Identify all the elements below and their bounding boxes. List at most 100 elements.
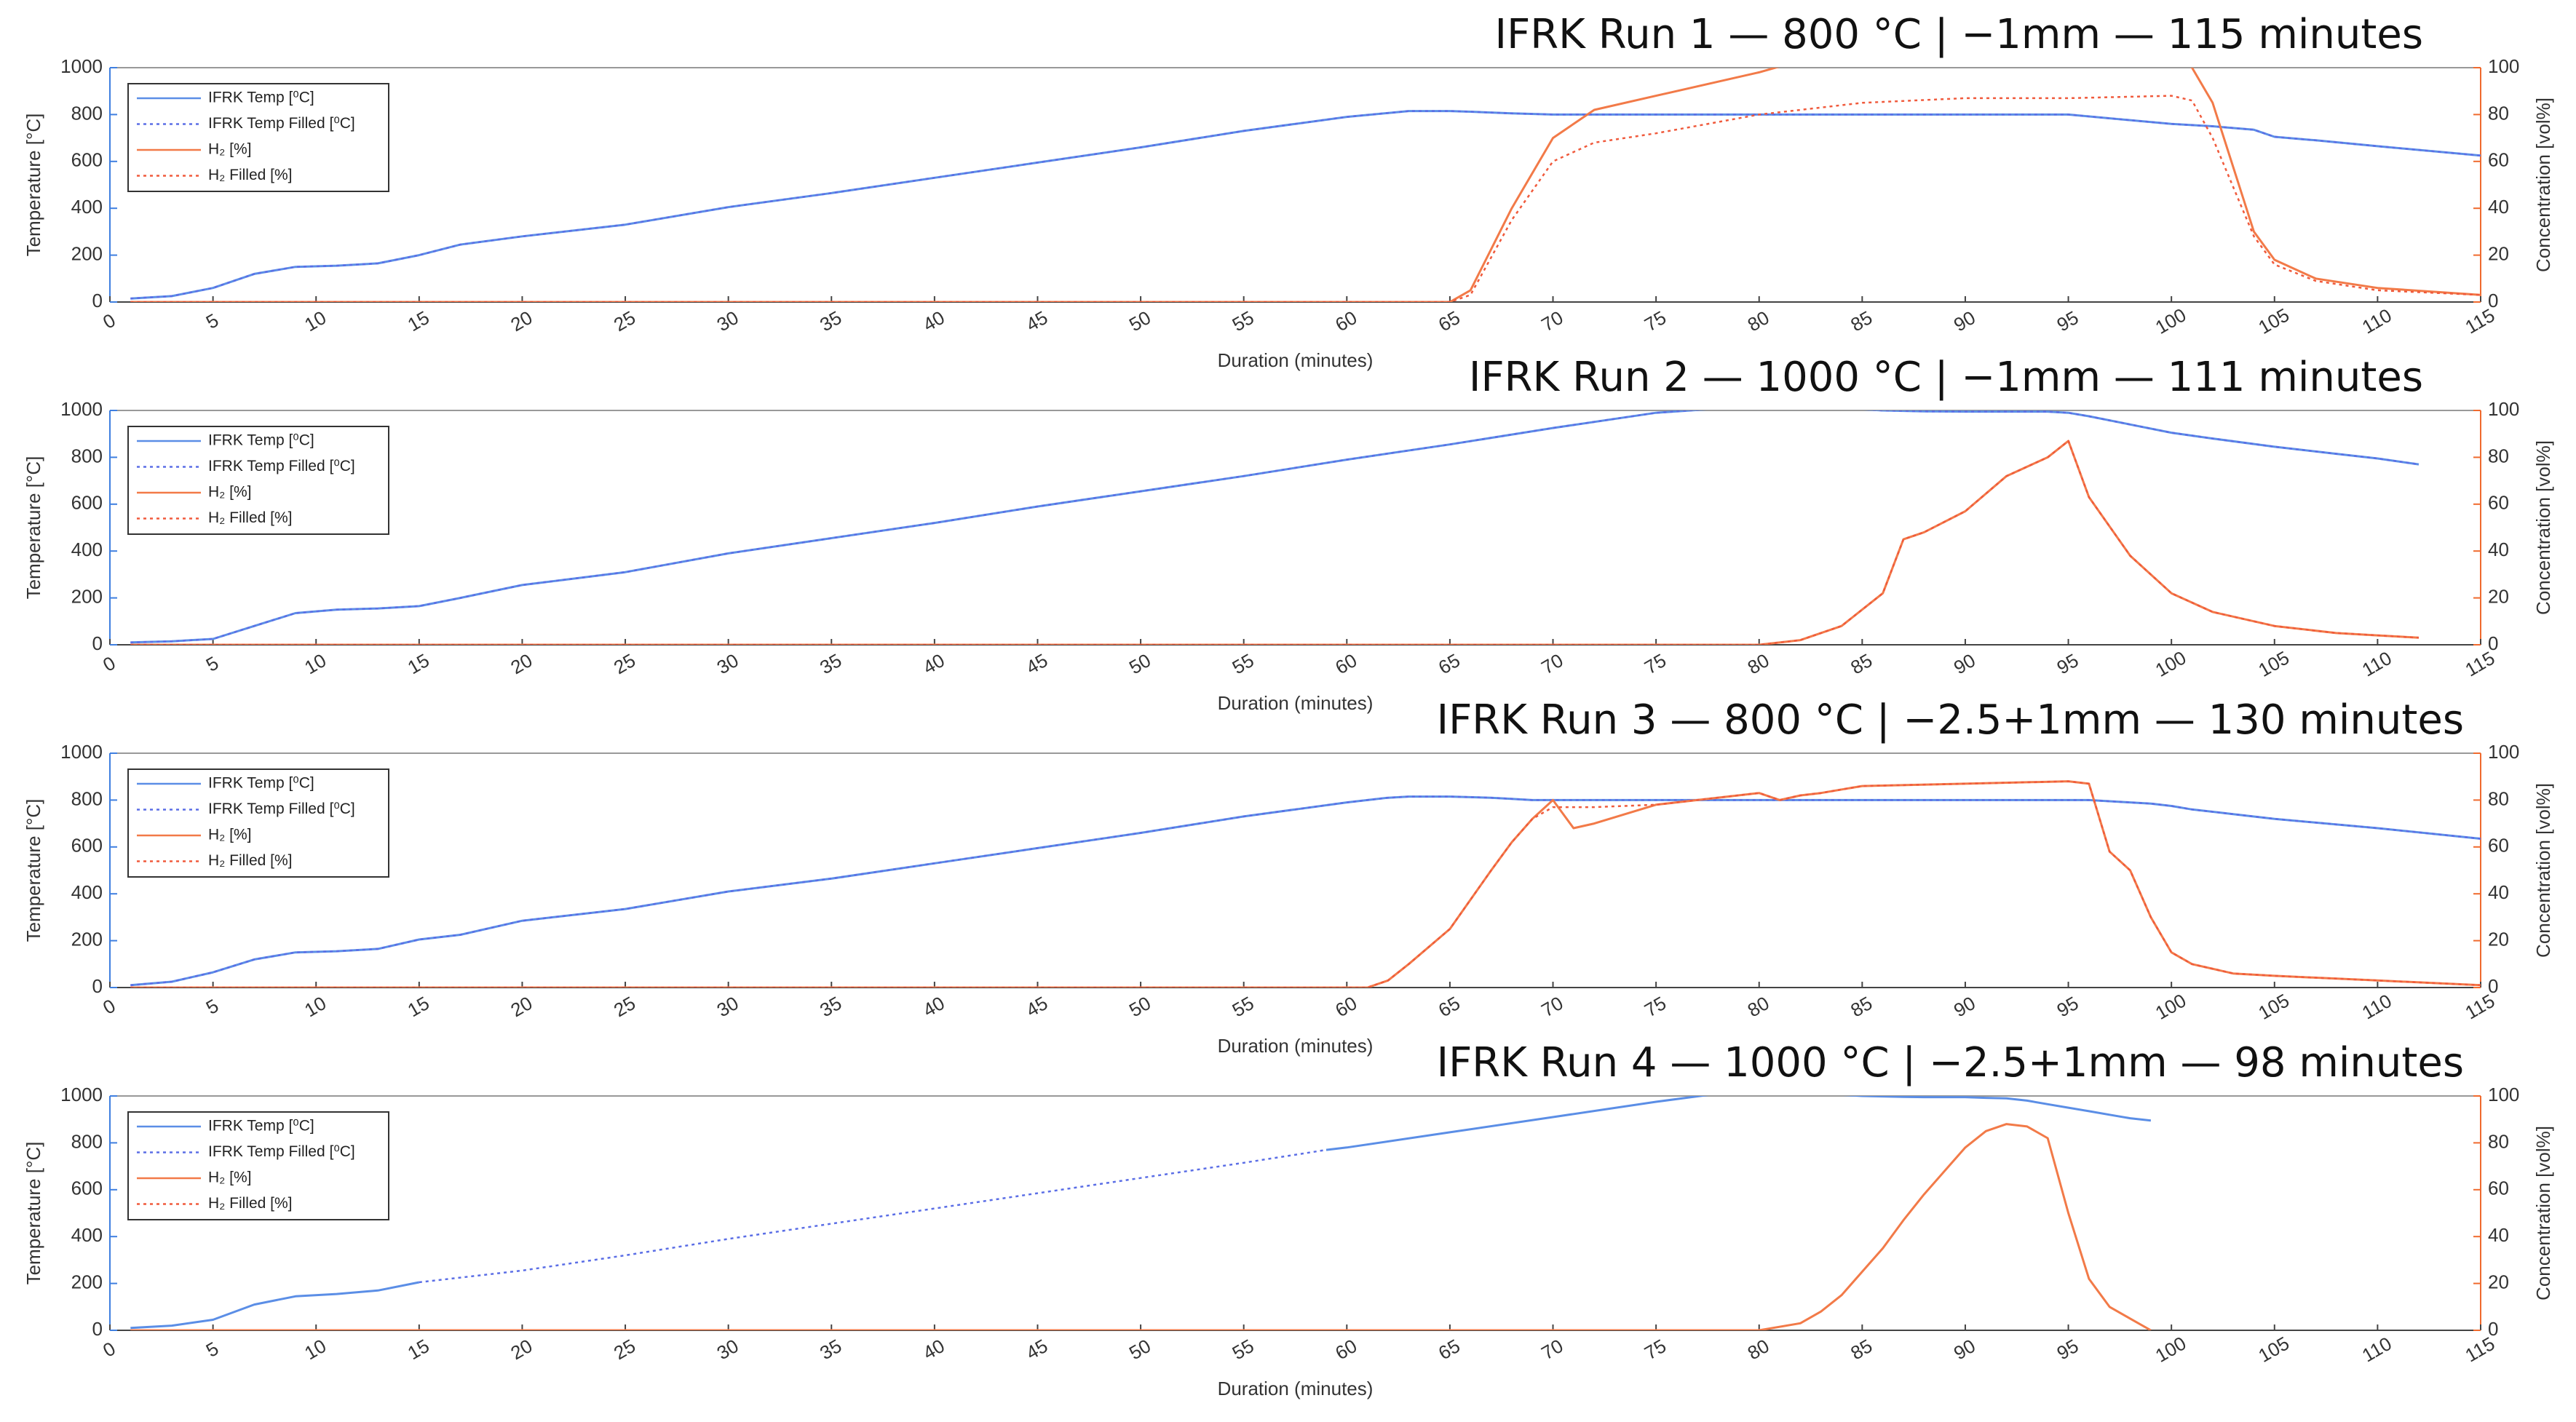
x-axis-label: Duration (minutes): [1218, 1378, 1374, 1399]
y2-tick-label: 80: [2488, 1130, 2509, 1152]
y-tick-label: 800: [71, 102, 103, 124]
x-tick-label: 25: [610, 992, 639, 1021]
chart-title: IFRK Run 3 — 800 °C | −2.5+1mm — 130 min…: [1437, 696, 2464, 744]
chart-title: IFRK Run 4 — 1000 °C | −2.5+1mm — 98 min…: [1437, 1039, 2464, 1087]
x-tick-label: 30: [713, 1335, 742, 1364]
y2-tick-label: 20: [2488, 585, 2509, 607]
x-tick-label: 75: [1641, 306, 1670, 335]
x-tick-label: 100: [2152, 989, 2190, 1024]
series-line: [130, 110, 2481, 300]
panel: IFRK Run 3 — 800 °C | −2.5+1mm — 130 min…: [23, 696, 2554, 1057]
x-tick-label: 25: [610, 649, 639, 678]
y2-tick-label: 40: [2488, 881, 2509, 903]
y-tick-label: 200: [71, 585, 103, 607]
x-tick-label: 15: [404, 992, 433, 1021]
x-tick-label: 75: [1641, 649, 1670, 678]
y2-tick-label: 20: [2488, 928, 2509, 950]
x-tick-label: 110: [2358, 1332, 2395, 1367]
series-line: [130, 410, 2420, 644]
x-tick-label: 50: [1125, 992, 1154, 1021]
x-tick-label: 40: [919, 1335, 948, 1364]
y-tick-label: 800: [71, 445, 103, 466]
y-tick-label: 400: [71, 1224, 103, 1246]
legend-label: IFRK Temp Filled [⁰C]: [208, 115, 355, 132]
y-tick-label: 600: [71, 1177, 103, 1199]
x-tick-label: 45: [1022, 992, 1051, 1021]
series-group: [130, 1096, 2152, 1330]
x-tick-label: 80: [1744, 1335, 1773, 1364]
x-tick-label: 5: [202, 995, 223, 1019]
legend-label: IFRK Temp Filled [⁰C]: [208, 801, 355, 817]
y2-tick-label: 60: [2488, 149, 2509, 171]
x-tick-label: 65: [1435, 649, 1464, 678]
x-tick-label: 110: [2358, 647, 2395, 681]
x-tick-label: 100: [2152, 1332, 2190, 1367]
series-line: [130, 68, 2481, 302]
x-tick-label: 55: [1229, 992, 1258, 1021]
x-tick-label: 55: [1229, 306, 1258, 335]
series-group: [130, 410, 2420, 645]
x-tick-label: 15: [404, 649, 433, 678]
y-tick-label: 200: [71, 1271, 103, 1292]
series-line: [419, 1148, 1327, 1284]
legend-label: IFRK Temp Filled [⁰C]: [208, 1143, 355, 1160]
x-tick-label: 85: [1847, 1335, 1876, 1364]
y2-tick-label: 80: [2488, 787, 2509, 809]
x-tick-label: 25: [610, 306, 639, 335]
y-tick-label: 1000: [60, 398, 103, 420]
x-tick-label: 40: [919, 649, 948, 678]
y2-axis-label: Concentration [vol%]: [2532, 1126, 2554, 1300]
x-tick-label: 60: [1331, 992, 1360, 1021]
y2-tick-label: 80: [2488, 445, 2509, 466]
legend-label: H₂ [%]: [208, 141, 252, 158]
series-line: [130, 1096, 2152, 1330]
legend-label: IFRK Temp Filled [⁰C]: [208, 458, 355, 474]
x-tick-label: 20: [507, 306, 536, 335]
x-tick-label: 5: [202, 652, 223, 676]
x-tick-label: 20: [507, 992, 536, 1021]
y2-axis-label: Concentration [vol%]: [2532, 783, 2554, 958]
y2-tick-label: 0: [2488, 1318, 2498, 1340]
y-axis-label: Temperature [°C]: [23, 1142, 44, 1285]
x-tick-label: 70: [1537, 1335, 1566, 1364]
y-tick-label: 1000: [60, 1084, 103, 1105]
legend-label: IFRK Temp [⁰C]: [208, 1118, 314, 1135]
y2-tick-label: 60: [2488, 492, 2509, 514]
legend-label: H₂ Filled [%]: [208, 509, 293, 526]
y2-tick-label: 60: [2488, 1177, 2509, 1199]
series-line: [130, 110, 2481, 300]
y2-axis-label: Concentration [vol%]: [2532, 440, 2554, 615]
x-tick-label: 35: [816, 992, 845, 1021]
series-line: [130, 1123, 2152, 1330]
series-group: [130, 780, 2481, 988]
y-axis-label: Temperature [°C]: [23, 799, 44, 942]
x-tick-label: 5: [202, 309, 223, 333]
series-line: [130, 95, 2481, 302]
y2-tick-label: 20: [2488, 242, 2509, 264]
panel: IFRK Run 4 — 1000 °C | −2.5+1mm — 98 min…: [23, 1039, 2554, 1399]
x-tick-label: 35: [816, 1335, 845, 1364]
x-tick-label: 95: [2053, 992, 2082, 1021]
x-tick-label: 110: [2358, 304, 2395, 338]
x-tick-label: 5: [202, 1338, 223, 1362]
x-tick-label: 0: [99, 652, 119, 676]
y-axis-label: Temperature [°C]: [23, 456, 44, 600]
x-tick-label: 95: [2053, 649, 2082, 678]
y-axis-label: Temperature [°C]: [23, 114, 44, 257]
x-tick-label: 45: [1022, 649, 1051, 678]
x-tick-label: 105: [2254, 646, 2293, 681]
x-tick-label: 105: [2254, 1332, 2293, 1367]
x-tick-label: 35: [816, 306, 845, 335]
chart-title: IFRK Run 2 — 1000 °C | −1mm — 111 minute…: [1469, 354, 2423, 401]
series-line: [130, 795, 2481, 987]
y-tick-label: 0: [92, 290, 103, 311]
x-axis-label: Duration (minutes): [1218, 349, 1374, 371]
x-tick-label: 40: [919, 992, 948, 1021]
y2-tick-label: 20: [2488, 1271, 2509, 1292]
y2-tick-label: 60: [2488, 835, 2509, 857]
legend-label: IFRK Temp [⁰C]: [208, 775, 314, 792]
x-tick-label: 10: [301, 992, 330, 1021]
legend-label: H₂ Filled [%]: [208, 852, 293, 869]
x-tick-label: 95: [2053, 306, 2082, 335]
x-tick-label: 80: [1744, 992, 1773, 1021]
